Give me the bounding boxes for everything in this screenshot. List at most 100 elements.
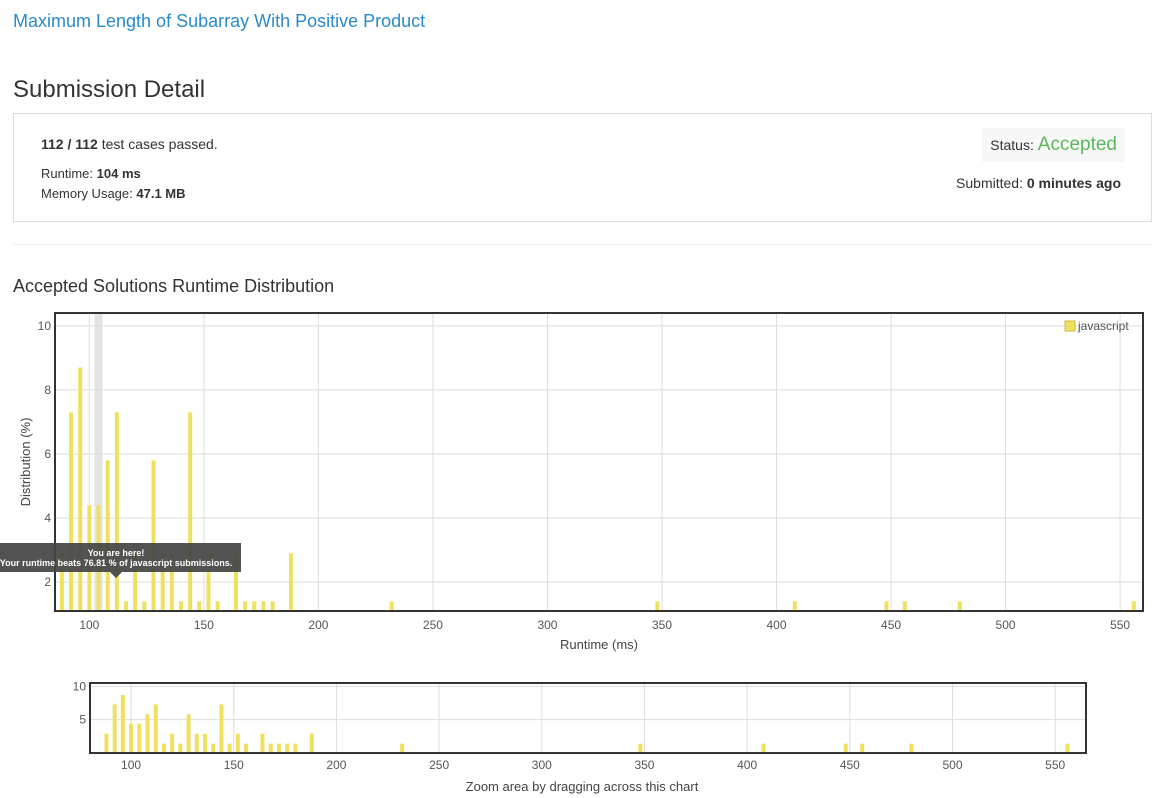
bar <box>186 714 191 753</box>
x-tick-label: 350 <box>652 618 672 632</box>
chart-frame <box>89 682 1087 754</box>
bar <box>288 553 293 611</box>
bar <box>153 704 158 753</box>
x-tick-label: 550 <box>1045 758 1065 772</box>
bar <box>227 743 232 753</box>
problem-title-link[interactable]: Maximum Length of Subarray With Positive… <box>13 11 426 31</box>
bar <box>120 695 125 753</box>
bar <box>169 553 174 611</box>
runtime-value: 104 ms <box>96 166 141 181</box>
x-tick-label: 150 <box>194 618 214 632</box>
x-tick-label: 100 <box>121 758 141 772</box>
y-tick-label: 10 <box>38 319 52 333</box>
section-divider <box>13 244 1152 245</box>
bar <box>151 460 156 611</box>
bar <box>270 601 275 611</box>
zoom-hint: Zoom area by dragging across this chart <box>466 779 699 794</box>
bar <box>1065 743 1070 753</box>
bar <box>843 743 848 753</box>
y-tick-label: 2 <box>44 575 51 589</box>
x-tick-label: 100 <box>79 618 99 632</box>
bar <box>655 601 660 611</box>
y-tick-label: 6 <box>44 447 51 461</box>
runtime-label: Runtime: <box>41 166 94 181</box>
x-tick-label: 450 <box>881 618 901 632</box>
x-tick-label: 200 <box>308 618 328 632</box>
bar <box>909 743 914 753</box>
y-tick-label: 5 <box>79 713 86 727</box>
bar <box>261 601 266 611</box>
x-axis-title: Runtime (ms) <box>560 637 638 652</box>
status-value: Accepted <box>1037 134 1117 155</box>
bar <box>203 733 208 753</box>
bar <box>860 743 865 753</box>
tooltip-box <box>0 543 241 578</box>
bar <box>902 601 907 611</box>
submission-detail-panel: 112 / 112 test cases passed. Runtime: 10… <box>13 113 1152 222</box>
status-label: Status: <box>990 137 1034 153</box>
submitted-value: 0 minutes ago <box>1026 175 1121 191</box>
test-cases-suffix: test cases passed. <box>101 136 218 152</box>
x-tick-label: 500 <box>996 618 1016 632</box>
bar <box>1131 601 1136 611</box>
main-chart[interactable]: 100 150 200 250 300 350 400 450 500 550 2 4 6 8 10 Runt… <box>18 312 1144 652</box>
bar <box>309 733 314 753</box>
bar <box>792 601 797 611</box>
bar <box>243 601 248 611</box>
bar <box>206 553 211 611</box>
x-tick-label: 250 <box>423 618 443 632</box>
distribution-heading: Accepted Solutions Runtime Distribution <box>13 276 335 296</box>
bar <box>142 601 147 611</box>
bar <box>957 601 962 611</box>
memory-label: Memory Usage: <box>41 186 133 201</box>
bar <box>211 743 216 753</box>
bar <box>252 601 257 611</box>
bar <box>178 743 183 753</box>
bar <box>268 743 273 753</box>
x-tick-label: 400 <box>767 618 787 632</box>
bar <box>285 743 290 753</box>
runtime-line: Runtime: 104 ms <box>41 166 141 181</box>
bar <box>69 412 74 611</box>
bar <box>129 723 134 753</box>
tooltip-title: You are here! <box>88 548 145 558</box>
status-box: Status: Accepted <box>982 128 1125 162</box>
x-tick-label: 550 <box>1110 618 1130 632</box>
bar <box>293 743 298 753</box>
y-tick-label: 8 <box>44 383 51 397</box>
bar <box>59 553 64 611</box>
bar <box>145 714 150 753</box>
bar <box>235 733 240 753</box>
test-cases-summary: 112 / 112 test cases passed. <box>41 136 218 152</box>
tooltip-body: Your runtime beats 76.81 % of javascript… <box>0 558 232 568</box>
legend-label: javascript <box>1077 319 1129 333</box>
bar <box>260 733 265 753</box>
bar <box>244 743 249 753</box>
bar <box>233 553 238 611</box>
bar <box>104 733 109 753</box>
bar <box>219 704 224 753</box>
bar <box>884 601 889 611</box>
chart-frame <box>54 312 1144 612</box>
bar <box>114 412 119 611</box>
bar <box>197 601 202 611</box>
bar <box>400 743 405 753</box>
navigator-chart[interactable]: 100 150 200 250 300 350 400 450 500 550 5 10 <box>73 679 1087 772</box>
bar <box>124 601 129 611</box>
bar <box>105 460 110 611</box>
bar <box>178 601 183 611</box>
x-tick-label: 300 <box>537 618 557 632</box>
y-tick-label: 10 <box>73 679 87 693</box>
bar <box>389 601 394 611</box>
memory-value: 47.1 MB <box>136 186 186 201</box>
bar <box>188 412 193 611</box>
page-title: Submission Detail <box>13 76 206 103</box>
bar <box>638 743 643 753</box>
bar <box>215 601 220 611</box>
legend-swatch <box>1064 320 1076 332</box>
memory-line: Memory Usage: 47.1 MB <box>41 186 186 201</box>
y-axis-title: Distribution (%) <box>18 418 33 507</box>
submitted-line: Submitted: 0 minutes ago <box>956 175 1121 191</box>
y-tick-label: 4 <box>44 511 51 525</box>
